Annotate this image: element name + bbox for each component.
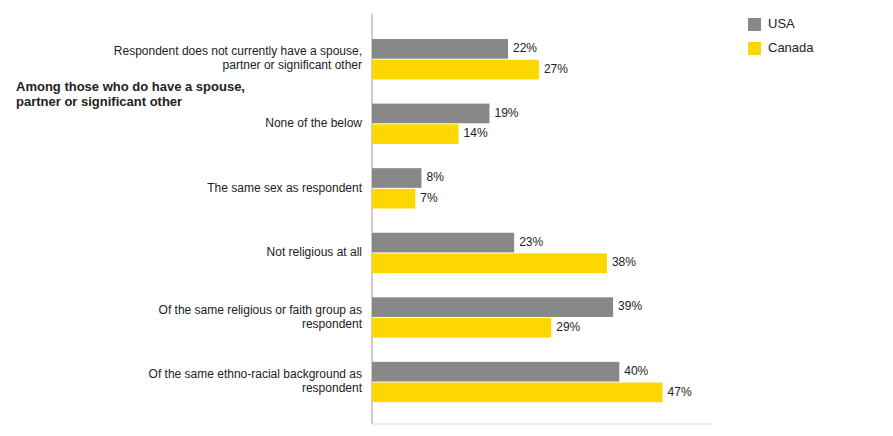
legend-swatch [748, 18, 761, 31]
data-label: 23% [519, 235, 543, 249]
data-label: 7% [420, 191, 438, 205]
data-label: 19% [494, 106, 518, 120]
bars [372, 39, 663, 402]
bar [372, 297, 613, 317]
category-label: None of the below [265, 116, 362, 130]
category-label: Of the same religious or faith group asr… [159, 303, 363, 331]
bar [372, 189, 415, 209]
bar [372, 318, 551, 338]
legend-label: USA [768, 16, 795, 31]
data-label: 27% [544, 62, 568, 76]
category-label: Respondent does not currently have a spo… [114, 44, 362, 72]
bar [372, 383, 663, 403]
category-label: Not religious at all [267, 245, 362, 259]
legend-label: Canada [768, 40, 814, 55]
annotation: Among those who do have a spouse,partner… [16, 79, 245, 109]
legend-swatch [748, 42, 761, 55]
data-label: 39% [618, 299, 642, 313]
data-label: 8% [426, 170, 444, 184]
bar [372, 104, 489, 124]
category-label: The same sex as respondent [207, 181, 362, 195]
bar [372, 233, 514, 253]
x-axis-line [372, 424, 712, 425]
data-label: 38% [612, 255, 636, 269]
bar [372, 362, 619, 382]
bar [372, 39, 508, 59]
chart: 40% 47% 39% 29% 23% 38% 8% 7% 19% 14% 22% 27% Of the… [0, 0, 893, 436]
legend: USA Canada [748, 16, 814, 55]
data-label: 29% [556, 320, 580, 334]
data-label: 14% [464, 126, 488, 140]
bar [372, 60, 539, 80]
data-labels: 40% 47% 39% 29% 23% 38% 8% 7% 19% 14% 22% 27% [420, 41, 692, 398]
category-label: Of the same ethno-racial background asre… [149, 367, 363, 395]
bar [372, 168, 421, 188]
bar [372, 253, 607, 273]
data-label: 47% [668, 385, 692, 399]
bar [372, 124, 459, 144]
data-label: 22% [513, 41, 537, 55]
data-label: 40% [624, 364, 648, 378]
